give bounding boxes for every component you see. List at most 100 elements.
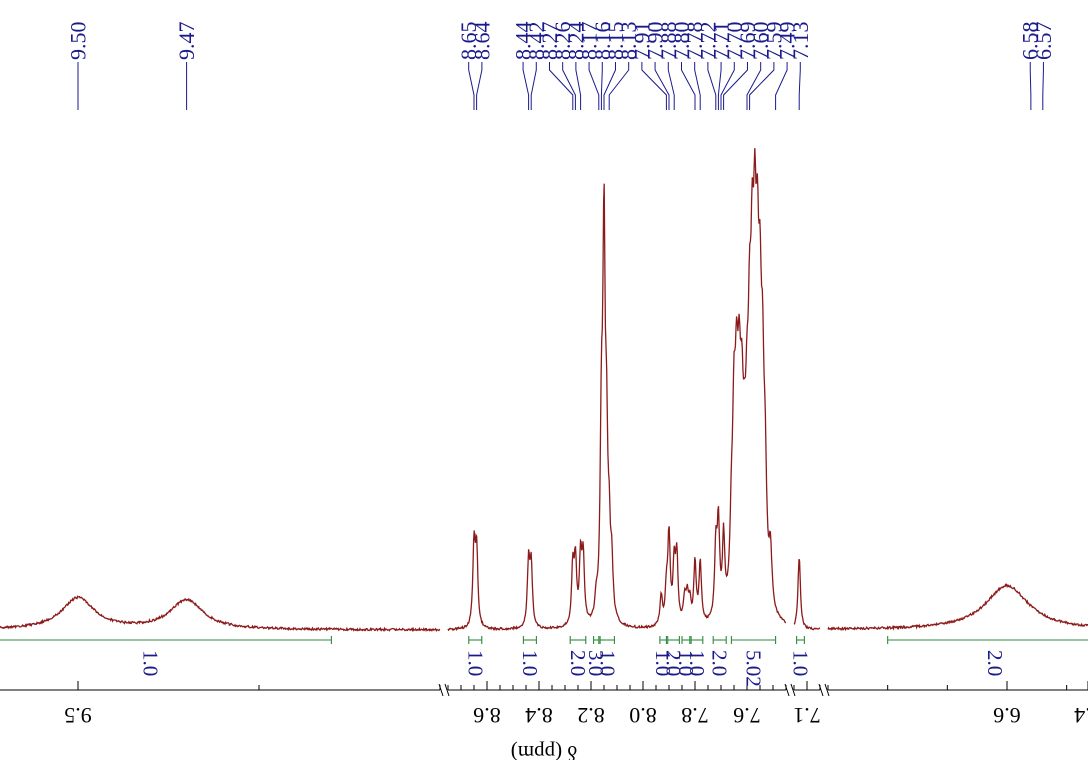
peak-label-group: 7.91 [629, 22, 667, 110]
peak-label: 7.60 [748, 22, 773, 61]
x-axis-title: δ (ppm) [511, 741, 577, 760]
spectrum-segment-2 [793, 558, 820, 631]
peak-label-group: 8.65 [456, 22, 481, 110]
integral-4: 3.0 [584, 636, 608, 676]
integral-0: 1.0 [0, 636, 332, 676]
peak-label: 9.50 [66, 22, 91, 61]
peak-leader-line [588, 62, 600, 110]
peak-leader-line [707, 62, 717, 110]
integral-7: 2.0 [662, 636, 686, 676]
peak-leader-line [562, 62, 576, 110]
peak-leader-line [746, 62, 762, 110]
peak-label: 8.64 [469, 22, 494, 61]
peak-leader-line [575, 62, 582, 110]
tick-label: 8.0 [629, 703, 657, 728]
integral-value: 1.0 [789, 650, 813, 676]
peak-label-group: 8.16 [590, 22, 615, 110]
tick-label: 7.1 [793, 703, 821, 728]
peak-leader-line [641, 62, 667, 110]
tick-label: 9.5 [64, 703, 92, 728]
peak-label-group: 6.58 [1018, 22, 1043, 110]
integral-13: 2.0 [887, 636, 1088, 676]
integral-8: 1.0 [674, 636, 698, 676]
peak-label-group: 7.71 [709, 22, 734, 110]
peak-label: 8.15 [603, 22, 628, 61]
peak-label-group: 7.70 [720, 22, 747, 110]
peak-label-group: 8.64 [469, 22, 494, 110]
spectrum-segment-1 [447, 148, 787, 632]
peak-leader-line [720, 62, 735, 110]
integral-11: 5.02 [730, 636, 777, 687]
integral-value: 3.0 [584, 650, 608, 676]
peak-label: 7.13 [788, 22, 813, 61]
peak-leader-line [522, 62, 530, 110]
peak-label-group: 7.69 [723, 22, 760, 110]
peak-leader-line [600, 62, 603, 110]
integral-value: 1.0 [595, 650, 619, 676]
peak-label: 7.80 [669, 22, 694, 61]
peak-leader-line [667, 62, 675, 110]
peak-label-group: 8.24 [563, 22, 588, 110]
peak-label-group: 7.90 [643, 22, 670, 110]
integrals: 1.0 1.0 1.0 2.03.01.0 1.02.01.01.02.0 5.02 1.0… [0, 636, 1088, 687]
peak-label-group: 8.26 [550, 22, 576, 110]
peak-label-group: 9.50 [66, 22, 91, 110]
peak-label-group: 8.44 [511, 22, 536, 110]
integral-value: 1.0 [651, 650, 675, 676]
peak-label-group: 7.13 [788, 22, 813, 110]
mirrored-plot: 9.5 8.6 8.4 8.2 8.0 7.8 7.6 7.4 7.1 6.6 δ (ppm) 1.… [0, 22, 1088, 760]
tick-label: 6.6 [993, 703, 1021, 728]
integral-6: 1.0 [651, 636, 675, 676]
peak-label: 8.65 [456, 22, 481, 61]
peak-leader-line [530, 62, 537, 110]
peak-label-group: 8.27 [537, 22, 574, 110]
integral-9: 1.0 [685, 636, 709, 676]
peak-label-group: 6.57 [1031, 22, 1056, 110]
integral-3: 2.0 [566, 636, 590, 676]
integral-value: 1.0 [138, 650, 162, 676]
spectrum-segment-3 [827, 583, 1088, 632]
peak-label-group: 7.80 [669, 22, 696, 110]
peak-label: 8.24 [563, 22, 588, 61]
peak-leader-line [798, 62, 801, 110]
axis-break-mark [784, 683, 796, 697]
peak-label: 7.88 [656, 22, 681, 61]
integral-1: 1.0 [463, 636, 487, 676]
peak-label-group: 7.59 [749, 22, 786, 110]
integral-value: 1.0 [463, 650, 487, 676]
peak-leader-line [468, 62, 475, 110]
integral-12: 1.0 [789, 636, 813, 676]
tick-label: 7.6 [733, 703, 761, 728]
peak-leader-line [603, 62, 616, 110]
peak-label: 8.13 [616, 22, 641, 61]
tick-label: 7.8 [681, 703, 709, 728]
peak-label: 7.70 [722, 22, 747, 61]
peak-label: 7.78 [682, 22, 707, 61]
peak-label: 7.72 [695, 22, 720, 61]
tick-label: 8.4 [525, 703, 553, 728]
peak-label-group: 8.17 [577, 22, 602, 110]
integral-value: 2.0 [708, 650, 732, 676]
peak-labels: 6.576.58 7.137.497.597.607.697.707.717.72… [66, 22, 1056, 110]
integral-value: 2.0 [662, 650, 686, 676]
peak-label-group: 7.78 [682, 22, 707, 110]
peak-label: 8.42 [524, 22, 549, 61]
spectrum-trace [0, 148, 1088, 633]
tick-label: 8.2 [577, 703, 605, 728]
peak-label-group: 7.88 [656, 22, 681, 110]
peak-label: 7.90 [643, 22, 668, 61]
axis-break-mark [818, 683, 830, 697]
peak-label: 6.57 [1031, 22, 1056, 61]
integral-5: 1.0 [595, 636, 619, 676]
peak-leader-line [680, 62, 696, 110]
integral-value: 1.0 [674, 650, 698, 676]
peak-label: 8.16 [590, 22, 615, 61]
peak-label: 8.44 [511, 22, 536, 61]
integral-10: 2.0 [708, 636, 732, 676]
peak-leader-line [749, 62, 775, 110]
peak-leader-line [608, 62, 630, 110]
tick-label: 7.4 [1074, 703, 1088, 728]
peak-label: 6.58 [1018, 22, 1043, 61]
integral-value: 5.02 [742, 650, 766, 687]
